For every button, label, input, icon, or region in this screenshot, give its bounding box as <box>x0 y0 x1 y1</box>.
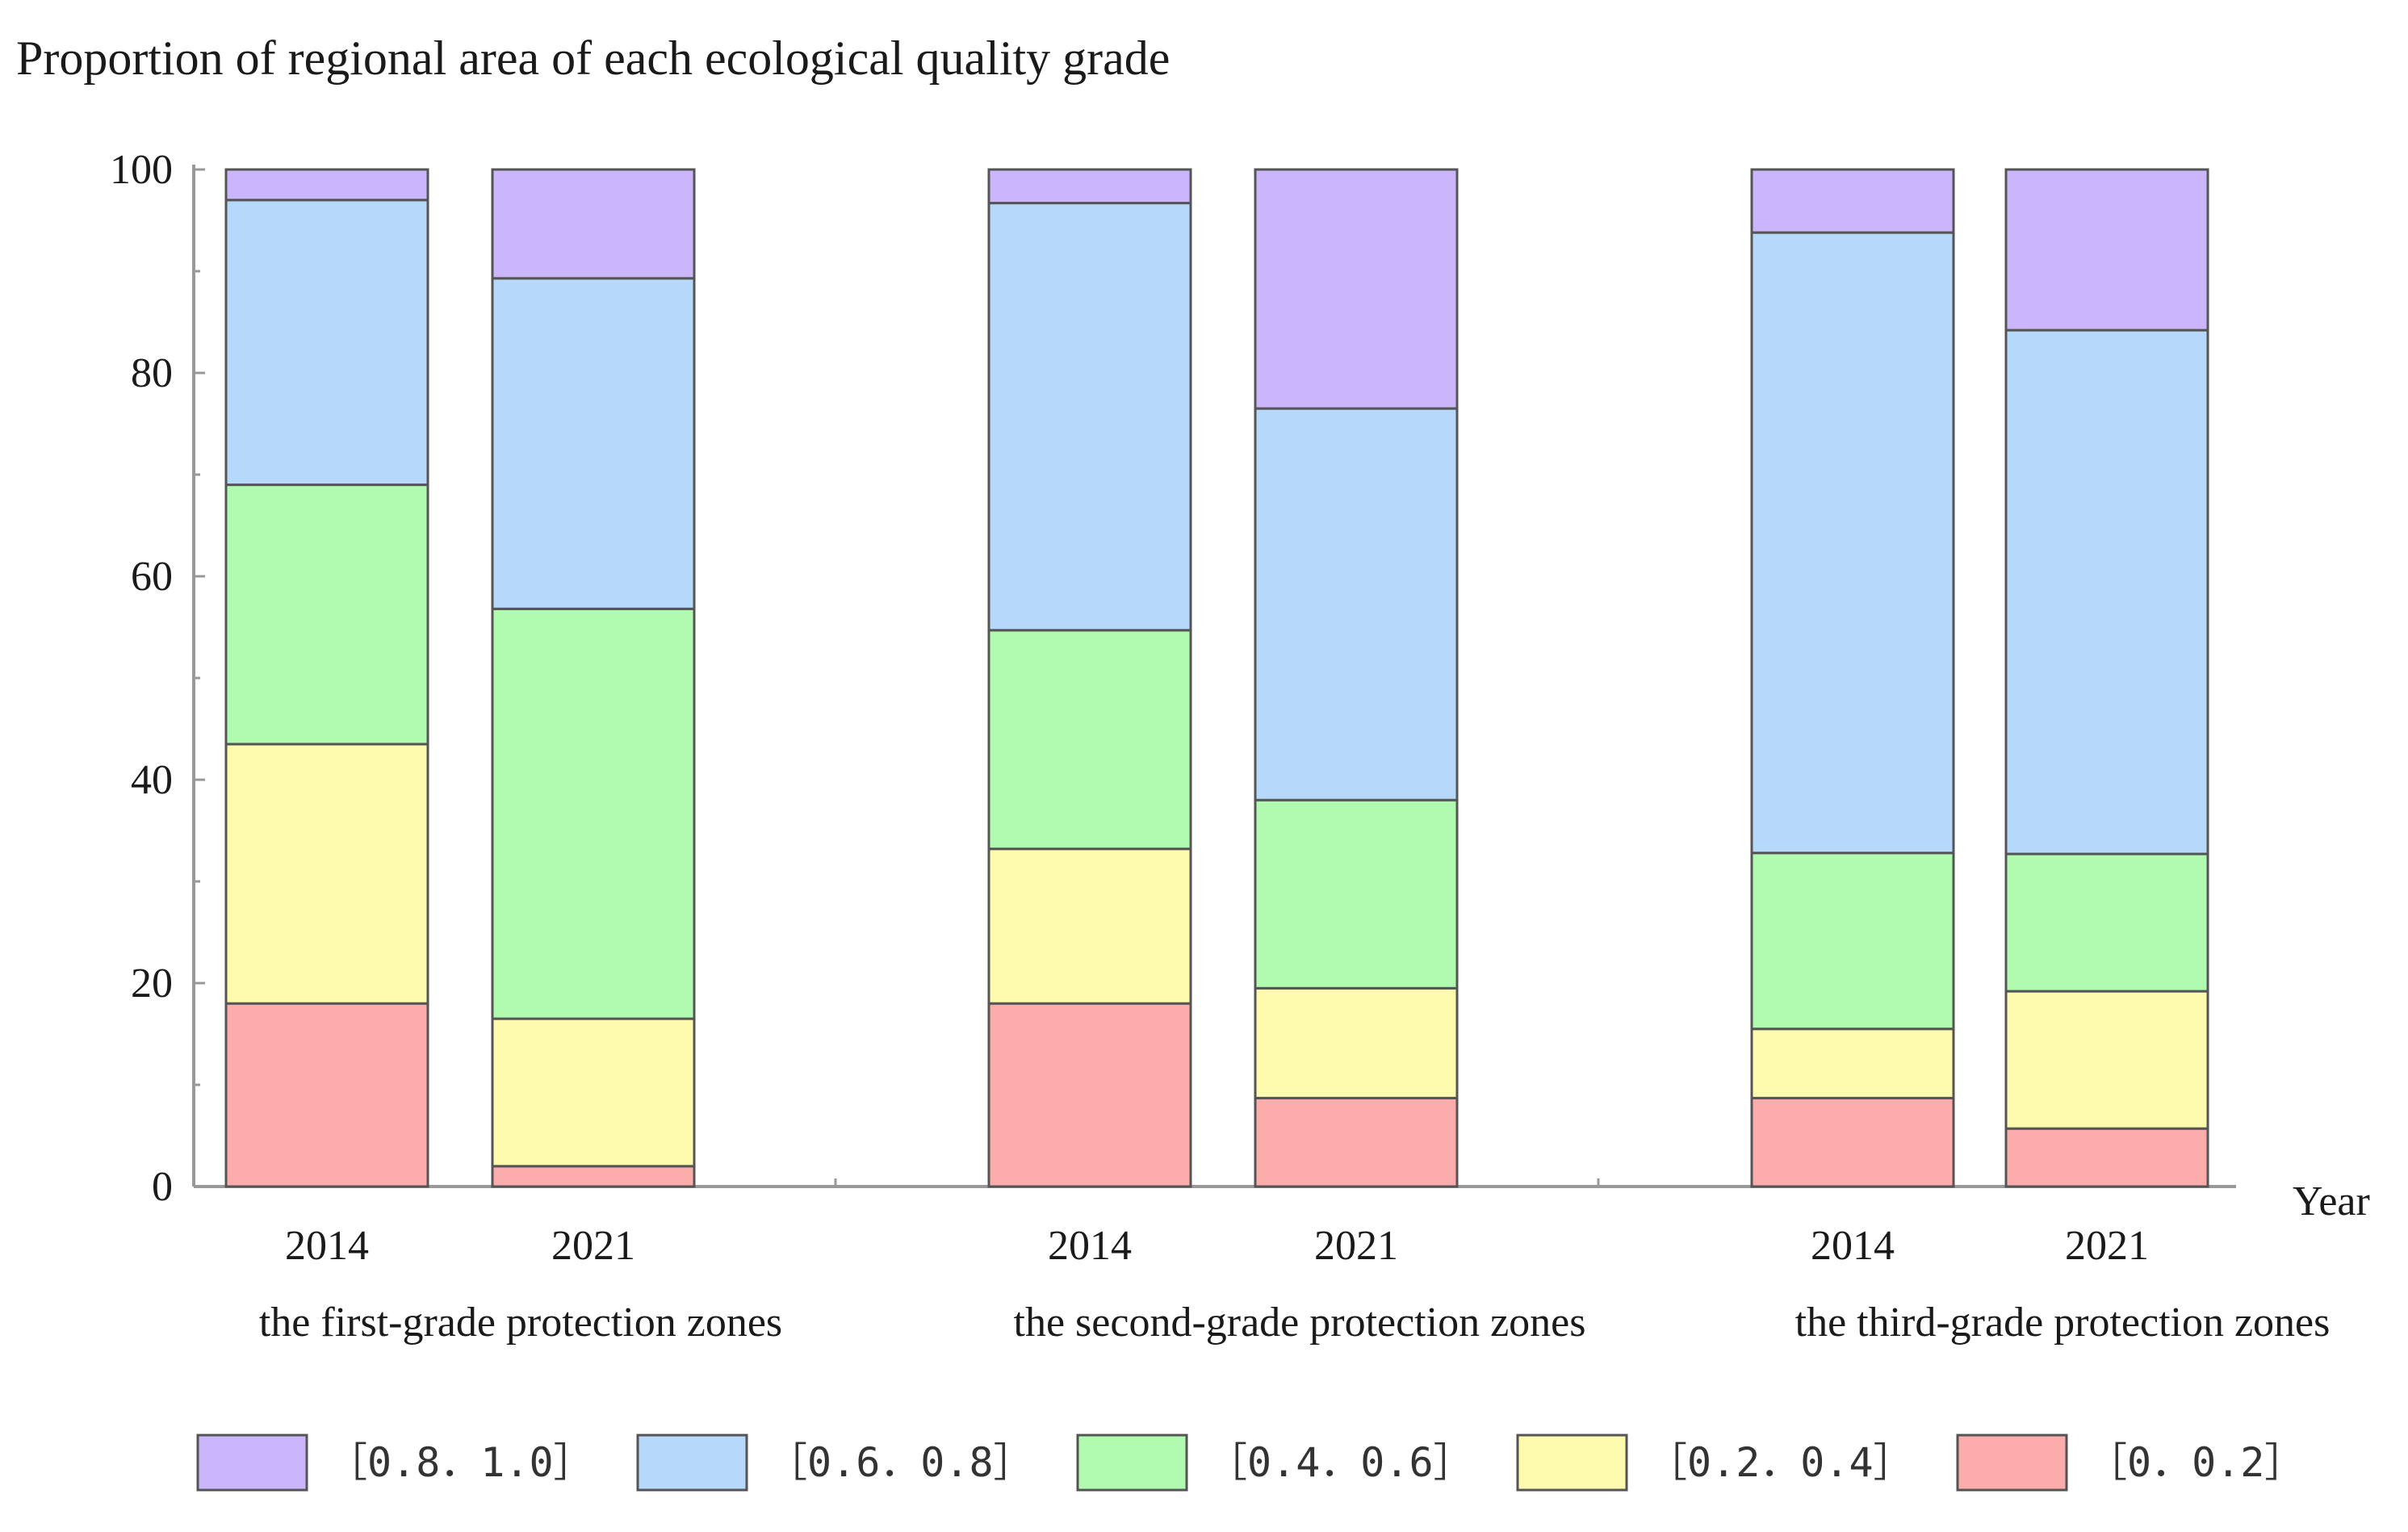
bar-segment <box>491 277 696 610</box>
y-tick-label: 20 <box>131 961 173 1007</box>
bar-segment <box>1750 1028 1955 1099</box>
bar-segment <box>224 483 429 746</box>
legend-label: ［0.6．0.8］ <box>767 1439 1034 1486</box>
y-tick-label: 40 <box>131 757 173 803</box>
bar-segment <box>987 848 1192 1005</box>
bar-segment <box>224 743 429 1005</box>
bar-segment <box>2004 852 2209 993</box>
x-axis-labels: 2014 2021 the first-grade protection zones… <box>259 1223 2331 1346</box>
legend-label: ［0．0.2］ <box>2087 1439 2305 1486</box>
bar-segment <box>1750 168 1955 234</box>
x-tick-label: 2014 <box>1048 1223 1132 1269</box>
bar-segment <box>224 1002 429 1188</box>
bars <box>224 168 2209 1188</box>
y-tick-label: 80 <box>131 350 173 396</box>
bar-segment <box>1254 407 1459 802</box>
group-label: the first-grade protection zones <box>259 1300 782 1346</box>
bar-segment <box>987 168 1192 205</box>
legend-swatch <box>1956 1434 2068 1492</box>
legend-label: ［0.8．1.0］ <box>327 1439 594 1486</box>
bar-segment <box>1750 852 1955 1031</box>
legend: ［0.8．1.0］ ［0.6．0.8］ ［0.4．0.6］ ［0.2．0.4］ ［0．0… <box>196 1434 2305 1492</box>
legend-swatch <box>196 1434 308 1492</box>
bar-segment <box>1254 1096 1459 1188</box>
bar-segment <box>1254 986 1459 1099</box>
bar-segment <box>491 168 696 280</box>
y-tick-label: 100 <box>110 147 173 193</box>
bar-segment <box>1750 1096 1955 1188</box>
bar-segment <box>491 1017 696 1168</box>
legend-swatch <box>1076 1434 1188 1492</box>
bar-segment <box>2004 990 2209 1130</box>
bar-segment <box>491 607 696 1020</box>
legend-swatch <box>636 1434 748 1492</box>
bar-segment <box>2004 168 2209 332</box>
y-tick-label: 0 <box>152 1164 173 1210</box>
y-tick-label: 60 <box>131 554 173 600</box>
x-tick-label: 2021 <box>1314 1223 1398 1269</box>
legend-label: ［0.2．0.4］ <box>1647 1439 1914 1486</box>
bar-segment <box>2004 329 2209 856</box>
x-tick-label: 2014 <box>285 1223 369 1269</box>
bar-segment <box>1254 168 1459 410</box>
x-tick-label: 2021 <box>551 1223 635 1269</box>
bar-segment <box>224 199 429 487</box>
legend-label: ［0.4．0.6］ <box>1207 1439 1474 1486</box>
bar-segment <box>987 202 1192 632</box>
bar-segment <box>491 1165 696 1188</box>
bar-segment <box>2004 1127 2209 1188</box>
group-label: the third-grade protection zones <box>1795 1300 2331 1346</box>
legend-swatch <box>1516 1434 1628 1492</box>
bar-segment <box>987 629 1192 851</box>
x-tick-label: 2014 <box>1811 1223 1895 1269</box>
chart-title: Proportion of regional area of each ecol… <box>16 31 1170 85</box>
bar-segment <box>1750 231 1955 855</box>
group-label: the second-grade protection zones <box>1014 1300 1586 1346</box>
x-axis-title: Year <box>2293 1178 2370 1224</box>
bar-segment <box>224 168 429 202</box>
x-tick-label: 2021 <box>2065 1223 2149 1269</box>
bar-segment <box>1254 798 1459 990</box>
bar-segment <box>987 1002 1192 1188</box>
